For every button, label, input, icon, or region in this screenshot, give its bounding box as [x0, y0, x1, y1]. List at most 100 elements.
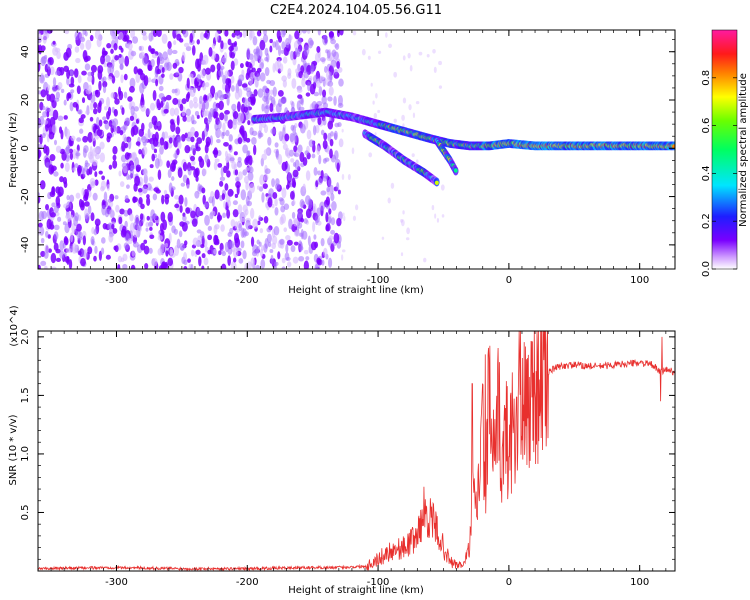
noise-blob	[249, 127, 254, 136]
noise-blob	[267, 197, 273, 208]
noise-blob	[226, 96, 230, 106]
noise-blob	[181, 98, 187, 105]
noise-blob	[281, 96, 287, 104]
chart-title: C2E4.2024.104.05.56.G11	[270, 3, 442, 18]
noise-blob	[237, 137, 243, 145]
noise-blob	[221, 263, 227, 269]
noise-blob	[283, 227, 288, 233]
noise-blob	[68, 148, 74, 154]
noise-blob	[282, 30, 287, 36]
noise-blob	[242, 211, 247, 218]
noise-blob	[111, 223, 115, 230]
noise-blob	[94, 218, 101, 227]
noise-blob	[123, 136, 128, 143]
noise-blob	[311, 101, 318, 110]
noise-blob	[66, 93, 70, 102]
noise-blob	[233, 151, 238, 156]
noise-blob	[91, 132, 96, 142]
noise-blob	[168, 182, 173, 194]
noise-blob	[45, 203, 49, 211]
noise-blob	[223, 141, 229, 147]
noise-blob	[296, 88, 303, 93]
noise-blob	[74, 163, 79, 169]
spectrogram-frame	[37, 29, 676, 270]
noise-blob	[178, 66, 184, 74]
noise-blob	[197, 58, 202, 68]
noise-blob	[60, 162, 64, 169]
x-tick-label: -300	[105, 275, 128, 286]
noise-blob	[174, 107, 179, 116]
noise-blob	[53, 171, 59, 177]
noise-blob	[203, 257, 209, 266]
noise-blob	[46, 84, 51, 91]
noise-blob	[55, 257, 62, 263]
noise-blob	[434, 213, 437, 219]
noise-blob	[52, 40, 56, 45]
noise-blob	[336, 61, 340, 69]
noise-blob	[325, 211, 329, 223]
noise-blob	[140, 93, 144, 103]
noise-blob	[277, 35, 283, 43]
noise-blob	[63, 115, 68, 120]
noise-blob	[57, 216, 62, 222]
noise-blob	[53, 97, 60, 103]
noise-blob	[426, 54, 430, 58]
noise-blob	[312, 81, 317, 90]
noise-blob	[148, 247, 153, 254]
noise-blob	[139, 213, 144, 221]
noise-blob	[263, 30, 267, 36]
noise-blob	[193, 101, 199, 109]
noise-blob	[183, 259, 188, 266]
noise-blob	[38, 30, 41, 35]
noise-blob	[242, 250, 247, 260]
noise-blob	[77, 166, 81, 177]
noise-blob	[156, 68, 162, 75]
noise-blob	[76, 137, 82, 142]
noise-blob	[77, 250, 82, 256]
noise-blob	[190, 210, 196, 219]
noise-blob	[256, 245, 260, 254]
noise-blob	[239, 217, 246, 222]
y-tick-label: -20	[20, 188, 31, 204]
noise-blob	[38, 196, 41, 204]
noise-blob	[289, 132, 295, 143]
snr-plot-area	[38, 331, 675, 571]
noise-blob	[261, 192, 265, 203]
noise-blob	[316, 100, 323, 106]
noise-blob	[157, 235, 163, 241]
noise-blob	[133, 106, 139, 112]
noise-blob	[237, 204, 243, 215]
noise-blob	[66, 255, 70, 265]
noise-blob	[138, 148, 142, 155]
noise-blob	[118, 170, 122, 177]
noise-blob	[281, 75, 287, 82]
noise-blob	[317, 170, 322, 176]
noise-blob	[161, 33, 168, 44]
noise-blob	[322, 175, 328, 182]
noise-blob	[101, 237, 106, 244]
noise-blob	[51, 266, 57, 269]
noise-blob	[88, 84, 92, 94]
noise-blob	[197, 183, 201, 192]
snr-x-label: Height of straight line (km)	[288, 585, 424, 596]
noise-blob	[151, 115, 158, 126]
y-tick-label: 0	[20, 145, 31, 151]
noise-blob	[308, 139, 314, 148]
noise-blob	[241, 83, 248, 88]
noise-blob	[312, 75, 318, 83]
noise-blob	[302, 183, 306, 192]
noise-blob	[259, 228, 264, 234]
noise-blob	[111, 120, 116, 129]
noise-blob	[333, 232, 340, 244]
noise-blob	[57, 81, 63, 90]
noise-blob	[190, 249, 195, 257]
noise-blob	[308, 75, 313, 81]
noise-blob	[118, 45, 123, 50]
noise-blob	[337, 95, 343, 107]
noise-blob	[295, 149, 301, 157]
noise-blob	[367, 55, 371, 60]
noise-blob	[49, 211, 56, 218]
noise-blob	[38, 210, 45, 222]
noise-blob	[176, 136, 183, 141]
noise-blob	[174, 195, 180, 200]
